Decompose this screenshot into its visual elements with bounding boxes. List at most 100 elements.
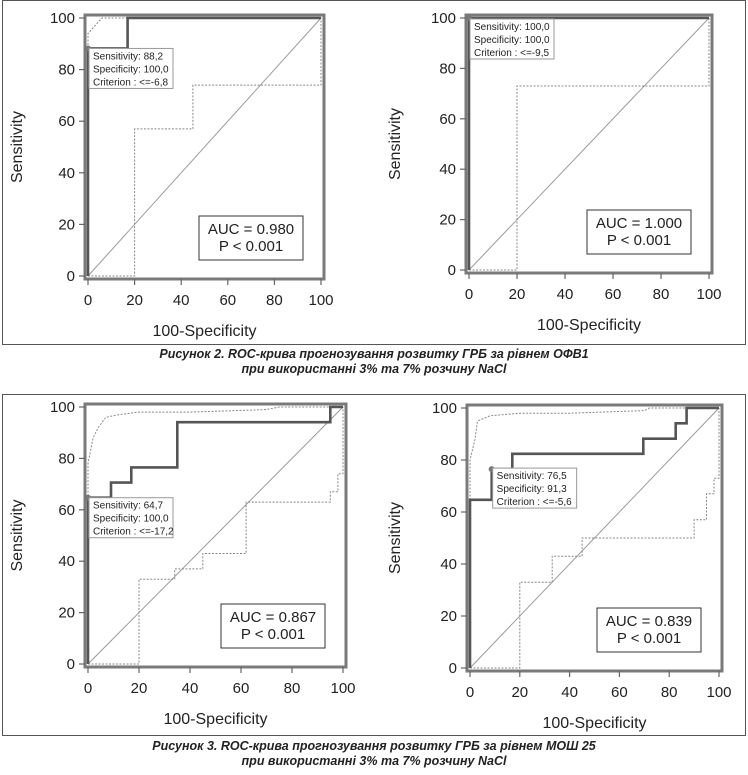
- x-tick-label: 40: [173, 292, 190, 309]
- auc-box: [586, 209, 692, 255]
- y-tick-label: 100: [432, 400, 457, 417]
- y-tick-label: 0: [448, 262, 456, 279]
- criterion-box-line: Specificity: 100,0: [474, 35, 550, 46]
- y-tick-label: 0: [449, 660, 457, 677]
- figure-2: 0 20 40 60 80 100 0 20 40 60 80 100 100-Specificity S…: [0, 0, 748, 377]
- y-tick-label: 60: [58, 113, 75, 130]
- ci-upper-line: [469, 407, 719, 668]
- criterion-box-line: Specificity: 100,0: [93, 514, 169, 525]
- criterion-box: [492, 467, 578, 509]
- x-tick-label: 0: [84, 680, 92, 697]
- criterion-box-line: Criterion : <=-9,5: [474, 48, 549, 59]
- y-tick-label: 0: [67, 656, 75, 673]
- x-tick-label: 20: [509, 286, 526, 303]
- criterion-box-line: Criterion : <=-6,8: [93, 77, 168, 88]
- x-tick-label: 80: [266, 292, 283, 309]
- ci-lower-line: [88, 18, 322, 277]
- reference-diagonal: [468, 17, 710, 271]
- roc-chart-ofv1-left: 0 20 40 60 80 100 0 20 40 60 80 100 100-Specificity S…: [9, 10, 334, 340]
- x-tick-label: 80: [284, 680, 301, 697]
- criterion-box-line: Sensitivity: 88,2: [93, 51, 163, 62]
- auc-box-line: AUC = 0.867: [230, 609, 316, 626]
- criterion-box-line: Sensitivity: 76,5: [497, 471, 567, 482]
- ci-lower-line: [469, 18, 710, 271]
- x-tick-label: 40: [561, 684, 578, 701]
- y-tick-label: 20: [58, 216, 75, 233]
- criterion-box-line: Sensitivity: 100,0: [474, 22, 550, 33]
- y-tick-label: 40: [439, 161, 456, 178]
- y-axis-label: Sensitivity: [387, 108, 404, 180]
- reference-diagonal: [87, 17, 322, 277]
- figure-3-frame: [2, 394, 746, 736]
- y-tick-label: 60: [58, 502, 75, 519]
- auc-box-line: AUC = 0.980: [208, 221, 294, 238]
- ci-lower-line: [470, 408, 720, 669]
- x-axis-label: 100-Specificity: [537, 317, 641, 334]
- x-tick-label: 100: [308, 292, 333, 309]
- criterion-box: [88, 47, 174, 89]
- criterion-box: [469, 18, 555, 60]
- x-axis-label: 100-Specificity: [542, 715, 646, 732]
- auc-box-line: AUC = 1.000: [596, 215, 682, 232]
- x-tick-label: 60: [611, 684, 628, 701]
- criterion-box-line: Criterion : <=-5,6: [497, 497, 572, 508]
- auc-box-line: P < 0.001: [617, 630, 681, 647]
- y-tick-label: 40: [440, 556, 457, 573]
- caption-line-1: Рисунок 3. ROC-крива прогнозування розви…: [152, 739, 596, 753]
- auc-box-line: AUC = 0.839: [606, 613, 692, 630]
- x-tick-label: 80: [661, 684, 678, 701]
- x-tick-label: 60: [219, 292, 236, 309]
- ci-upper-line: [87, 406, 343, 664]
- y-axis-label: Sensitivity: [9, 111, 26, 183]
- auc-box-line: P < 0.001: [219, 238, 283, 255]
- y-tick-label: 80: [58, 62, 75, 79]
- x-tick-label: 0: [465, 286, 473, 303]
- criterion-box: [88, 497, 174, 539]
- criterion-box-line: Specificity: 91,3: [497, 484, 567, 495]
- x-tick-label: 100: [330, 680, 355, 697]
- figure-3: 0 20 40 60 80 100 0 20 40 60 80 100 100-Specificity S…: [0, 394, 748, 775]
- x-tick-label: 20: [511, 684, 528, 701]
- auc-box: [198, 215, 304, 261]
- criterion-box-line: Specificity: 100,0: [93, 64, 169, 75]
- y-tick-label: 20: [58, 605, 75, 622]
- y-tick-label: 60: [439, 111, 456, 128]
- roc-chart-mosh25-right: 0 20 40 60 80 100 0 20 40 60 80 100 100-Specificity S…: [387, 400, 732, 732]
- y-axis-label: Sensitivity: [387, 502, 404, 574]
- x-axis-label: 100-Specificity: [163, 711, 267, 728]
- y-tick-label: 100: [50, 399, 75, 416]
- y-axis-label: Sensitivity: [9, 499, 26, 571]
- auc-box-line: P < 0.001: [607, 232, 671, 249]
- caption-line-2: при використанні 3% та 7% розчину NaCl: [241, 754, 507, 768]
- y-tick-label: 20: [439, 212, 456, 229]
- x-tick-label: 20: [131, 680, 148, 697]
- roc-chart-mosh25-left: 0 20 40 60 80 100 0 20 40 60 80 100 100-Specificity S…: [9, 399, 356, 728]
- reference-diagonal: [87, 406, 344, 665]
- x-tick-label: 80: [653, 286, 670, 303]
- x-tick-label: 0: [466, 684, 474, 701]
- x-tick-label: 40: [557, 286, 574, 303]
- auc-box: [220, 603, 326, 649]
- y-tick-label: 80: [439, 60, 456, 77]
- criterion-box-line: Sensitivity: 64,7: [93, 501, 163, 512]
- roc-chart-ofv1-right: 0 20 40 60 80 100 0 20 40 60 80 100 100-Specificity S…: [387, 10, 722, 334]
- x-axis-label: 100-Specificity: [152, 323, 256, 340]
- figure-3-caption: Рисунок 3. ROC-крива прогнозування розви…: [0, 739, 748, 769]
- caption-line-2: при використанні 3% та 7% розчину NaCl: [241, 362, 507, 376]
- roc-curve: [468, 406, 719, 668]
- figure-2-caption: Рисунок 2. ROC-крива прогнозування розви…: [0, 347, 748, 377]
- x-tick-label: 100: [696, 286, 721, 303]
- auc-box: [596, 607, 702, 653]
- y-tick-label: 40: [58, 165, 75, 182]
- y-tick-label: 40: [58, 553, 75, 570]
- figure-2-frame: [2, 0, 746, 345]
- y-tick-label: 0: [67, 268, 75, 285]
- x-tick-label: 60: [233, 680, 250, 697]
- ci-lower-line: [88, 407, 344, 665]
- caption-line-1: Рисунок 2. ROC-крива прогнозування розви…: [159, 347, 589, 361]
- x-tick-label: 60: [605, 286, 622, 303]
- auc-box-line: P < 0.001: [241, 626, 305, 643]
- criterion-box-line: Criterion : <=-17,2: [93, 527, 174, 538]
- reference-diagonal: [469, 407, 720, 669]
- y-tick-label: 100: [50, 10, 75, 27]
